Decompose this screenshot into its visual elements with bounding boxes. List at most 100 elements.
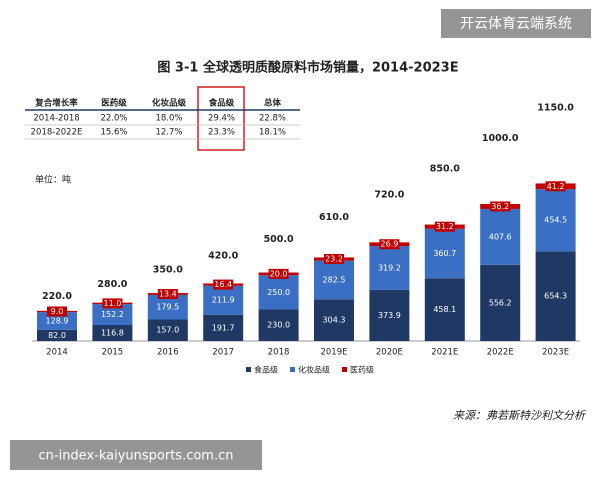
legend-label: 食品级 — [254, 365, 278, 375]
bar-segment — [37, 329, 77, 341]
table-cell: 23.3% — [208, 128, 235, 138]
highlight-box — [197, 86, 245, 151]
table-cell: 22.8% — [259, 114, 286, 124]
x-tick-label: 2014 — [46, 348, 68, 358]
legend-label: 化妆品级 — [298, 365, 330, 375]
value-label: 230.0 — [267, 321, 290, 330]
table-header: 化妆品级 — [152, 98, 187, 109]
table-cell: 2018-2022E — [31, 128, 83, 138]
label-bg — [545, 181, 566, 192]
value-label: 16.4 — [214, 280, 232, 289]
value-label: 23.2 — [325, 255, 343, 264]
x-tick-label: 2018 — [268, 348, 290, 358]
x-tick-label: 2022E — [487, 348, 514, 358]
value-label: 128.9 — [46, 316, 69, 325]
value-label: 211.9 — [212, 296, 235, 305]
bar-segment — [258, 275, 299, 310]
value-label: 116.8 — [101, 328, 124, 337]
value-label: 282.5 — [323, 275, 346, 284]
table-cell: 18.1% — [259, 128, 286, 138]
value-label: 41.2 — [547, 182, 565, 191]
legend-swatch — [290, 367, 295, 372]
label-bg — [102, 298, 123, 309]
value-label: 250.0 — [267, 288, 290, 297]
value-label: 454.5 — [544, 216, 567, 225]
unit-label: 单位：吨 — [35, 174, 71, 186]
table-cell: 15.6% — [100, 128, 127, 138]
table-cell: 2014-2018 — [33, 114, 79, 124]
total-label: 350.0 — [153, 265, 183, 276]
value-label: 304.3 — [323, 316, 346, 325]
bar-segment — [480, 264, 521, 341]
total-label: 610.0 — [319, 212, 349, 223]
x-tick-label: 2019E — [320, 348, 347, 358]
value-label: 9.0 — [51, 307, 64, 316]
bar-segment — [535, 189, 576, 252]
watermark-box — [441, 9, 591, 38]
bar-segment — [37, 312, 77, 330]
bar-segment — [424, 228, 465, 279]
bar-segment — [92, 304, 133, 325]
x-tick-label: 2016 — [157, 348, 179, 358]
table-cell: 29.4% — [208, 114, 235, 124]
label-bg — [47, 306, 67, 317]
total-label: 420.0 — [208, 250, 238, 261]
value-label: 26.9 — [380, 240, 398, 249]
label-bg — [268, 268, 289, 279]
x-tick-label: 2017 — [212, 348, 234, 358]
total-label: 280.0 — [97, 279, 127, 290]
label-bg — [213, 279, 234, 290]
url-overlay: cn-index-kaiyunsports.com.cn — [39, 449, 234, 464]
label-bg — [490, 201, 511, 212]
bar-segment — [535, 251, 576, 341]
watermark: 开云体育云端系统 — [460, 16, 572, 32]
value-label: 13.4 — [159, 289, 177, 298]
legend-label: 医药级 — [350, 365, 374, 375]
label-bg — [324, 254, 344, 265]
value-label: 20.0 — [270, 269, 288, 278]
chart-title: 图 3-1 全球透明质酸原料市场销量，2014-2023E — [157, 60, 458, 76]
bar-segment — [92, 324, 133, 341]
bar-segment — [314, 260, 354, 300]
bar-segment — [147, 294, 188, 320]
value-label: 654.3 — [544, 292, 567, 301]
table-header: 医药级 — [101, 98, 127, 109]
table-cell: 18.0% — [155, 114, 182, 124]
value-label: 407.6 — [489, 232, 512, 241]
label-bg — [157, 288, 178, 299]
bar-segment — [369, 289, 410, 341]
label-bg — [434, 221, 455, 232]
total-label: 720.0 — [374, 190, 404, 201]
table-cell: 12.7% — [155, 128, 182, 138]
value-label: 556.2 — [489, 298, 512, 307]
x-tick-label: 2015 — [102, 348, 124, 358]
table-header: 食品级 — [209, 98, 235, 109]
bar-segment — [480, 208, 521, 265]
x-tick-label: 2021E — [431, 348, 458, 358]
label-bg — [379, 239, 400, 250]
url-box — [10, 440, 262, 470]
value-label: 82.0 — [48, 331, 66, 340]
table-header: 复合增长率 — [34, 98, 78, 109]
value-label: 360.7 — [433, 249, 456, 258]
source: 来源：弗若斯特沙利文分析 — [453, 409, 587, 422]
value-label: 373.9 — [378, 311, 401, 320]
value-label: 458.1 — [433, 305, 456, 314]
legend-swatch — [246, 367, 251, 372]
value-label: 36.2 — [491, 202, 509, 211]
x-tick-label: 2020E — [376, 348, 403, 358]
bar-segment — [424, 278, 465, 341]
total-label: 850.0 — [430, 163, 460, 174]
value-label: 179.5 — [156, 303, 179, 312]
total-label: 1000.0 — [482, 133, 519, 144]
value-label: 191.7 — [212, 323, 235, 332]
bar-segment — [369, 246, 410, 290]
bar-segment — [314, 299, 354, 341]
value-label: 319.2 — [378, 263, 401, 272]
total-label: 220.0 — [42, 291, 72, 302]
bar-segment — [203, 314, 244, 341]
bar-segment — [203, 285, 244, 315]
legend-swatch — [342, 367, 347, 372]
bar-segment — [258, 309, 299, 341]
